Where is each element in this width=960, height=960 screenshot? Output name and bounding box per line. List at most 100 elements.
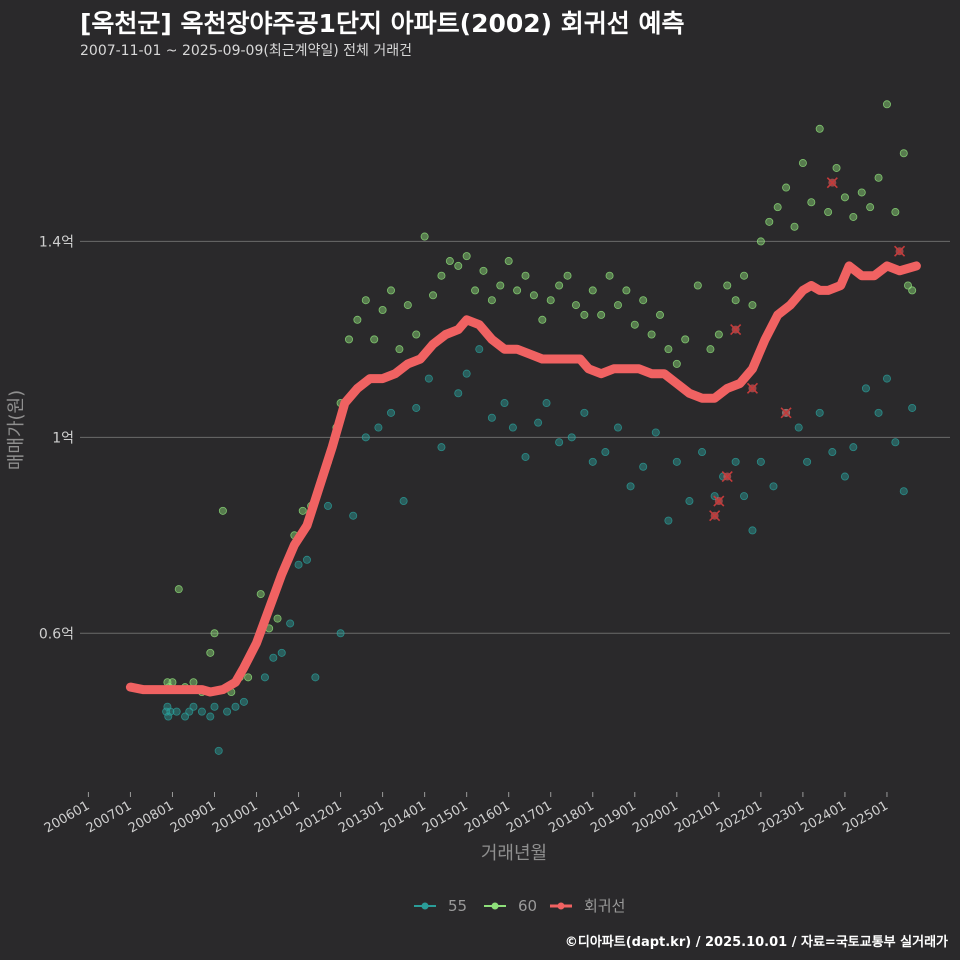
data-point-60 — [588, 286, 597, 295]
outlier-marker — [746, 382, 759, 394]
data-point-55 — [651, 428, 660, 437]
data-point-55 — [412, 403, 421, 412]
outlier-cross — [730, 324, 742, 336]
y-tick-label: 1억 — [52, 430, 74, 446]
data-point-55 — [748, 526, 757, 535]
data-point-55 — [437, 443, 446, 452]
data-point-60 — [555, 281, 564, 290]
data-point-55 — [260, 673, 269, 682]
data-point-60 — [487, 296, 496, 305]
x-tick-label: 201001 — [210, 798, 260, 836]
data-point-60 — [513, 286, 522, 295]
outlier-cross — [709, 510, 721, 522]
data-point-55 — [323, 501, 332, 510]
regression-line — [125, 261, 921, 697]
outlier-marker — [709, 510, 721, 522]
data-point-60 — [613, 301, 622, 310]
outlier-marker — [893, 245, 906, 257]
gridlines — [80, 240, 950, 634]
legend-marker — [491, 902, 499, 910]
data-point-60 — [210, 629, 219, 638]
data-point-60 — [597, 310, 606, 319]
data-point-55 — [639, 462, 648, 471]
data-point-55 — [361, 433, 370, 442]
data-point-60 — [790, 222, 799, 231]
x-axis-title: 거래년월 — [481, 843, 547, 864]
outlier-marker — [730, 324, 742, 336]
legend-marker — [557, 902, 565, 910]
data-point-55 — [302, 555, 311, 564]
data-point-55 — [756, 457, 765, 466]
outlier-cross — [746, 382, 759, 394]
data-point-60 — [168, 678, 177, 687]
data-point-60 — [840, 193, 849, 202]
data-point-60 — [908, 286, 917, 295]
data-point-60 — [256, 590, 265, 599]
data-point-60 — [189, 678, 198, 687]
data-point-55 — [685, 497, 694, 506]
chart-subtitle: 2007-11-01 ~ 2025-09-09(최근계약일) 전체 거래건 — [80, 43, 412, 59]
data-point-60 — [693, 281, 702, 290]
outlier-marker — [721, 470, 733, 483]
data-point-60 — [706, 345, 715, 354]
data-point-60 — [462, 252, 471, 261]
outlier-cross — [826, 177, 838, 189]
data-point-55 — [269, 653, 278, 662]
data-point-55 — [424, 374, 433, 383]
data-point-60 — [748, 301, 757, 310]
x-tick-label: 202101 — [672, 798, 722, 836]
x-tick-label: 201601 — [462, 798, 512, 836]
x-tick-label: 201701 — [504, 798, 554, 836]
data-point-55 — [588, 457, 597, 466]
data-point-60 — [479, 266, 488, 275]
outlier-cross — [780, 407, 792, 419]
data-point-60 — [298, 506, 307, 515]
data-point-55 — [580, 408, 589, 417]
outlier-cross — [893, 245, 906, 257]
outlier-marker — [780, 407, 792, 419]
data-point-55 — [613, 423, 622, 432]
data-point-60 — [782, 183, 791, 192]
data-point-60 — [420, 232, 429, 241]
data-point-60 — [672, 359, 681, 368]
data-point-60 — [395, 345, 404, 354]
x-tick-label: 202501 — [840, 798, 890, 836]
y-axis-ticks: 0.6억 1억 1.4억 — [39, 234, 74, 642]
y-axis-title: 매매가(원) — [6, 390, 27, 470]
data-point-55 — [731, 457, 740, 466]
x-tick-label: 202001 — [630, 798, 680, 836]
outlier-marker — [826, 177, 838, 189]
data-point-55 — [399, 497, 408, 506]
data-point-60 — [445, 257, 454, 266]
data-point-55 — [172, 707, 181, 716]
data-point-55 — [162, 707, 171, 716]
regression-line-path — [125, 261, 921, 697]
source-caption: ©디아파트(dapt.kr) / 2025.10.01 / 자료=국토교통부 실… — [564, 935, 948, 950]
data-point-60 — [529, 291, 538, 300]
data-point-60 — [866, 203, 875, 212]
data-point-55 — [882, 374, 891, 383]
x-axis-ticks: 2006012007012008012009012010012011012012… — [42, 792, 891, 836]
data-point-55 — [294, 560, 303, 569]
data-point-60 — [647, 330, 656, 339]
data-point-60 — [765, 217, 774, 226]
data-point-60 — [580, 310, 589, 319]
data-point-55 — [815, 408, 824, 417]
data-point-60 — [244, 673, 253, 682]
legend-label: 60 — [518, 897, 537, 915]
data-point-60 — [857, 188, 866, 197]
data-point-60 — [454, 261, 463, 270]
data-point-55 — [840, 472, 849, 481]
data-point-55 — [197, 707, 206, 716]
data-point-60 — [538, 315, 547, 324]
data-point-55 — [349, 511, 358, 520]
data-point-60 — [874, 173, 883, 182]
data-point-60 — [849, 212, 858, 221]
legend: 55 60 회귀선 — [414, 897, 625, 915]
data-point-55 — [542, 399, 551, 408]
data-point-55 — [899, 487, 908, 496]
x-tick-label: 201801 — [546, 798, 596, 836]
data-point-55 — [908, 403, 917, 412]
data-point-60 — [496, 281, 505, 290]
x-tick-label: 201501 — [420, 798, 470, 836]
